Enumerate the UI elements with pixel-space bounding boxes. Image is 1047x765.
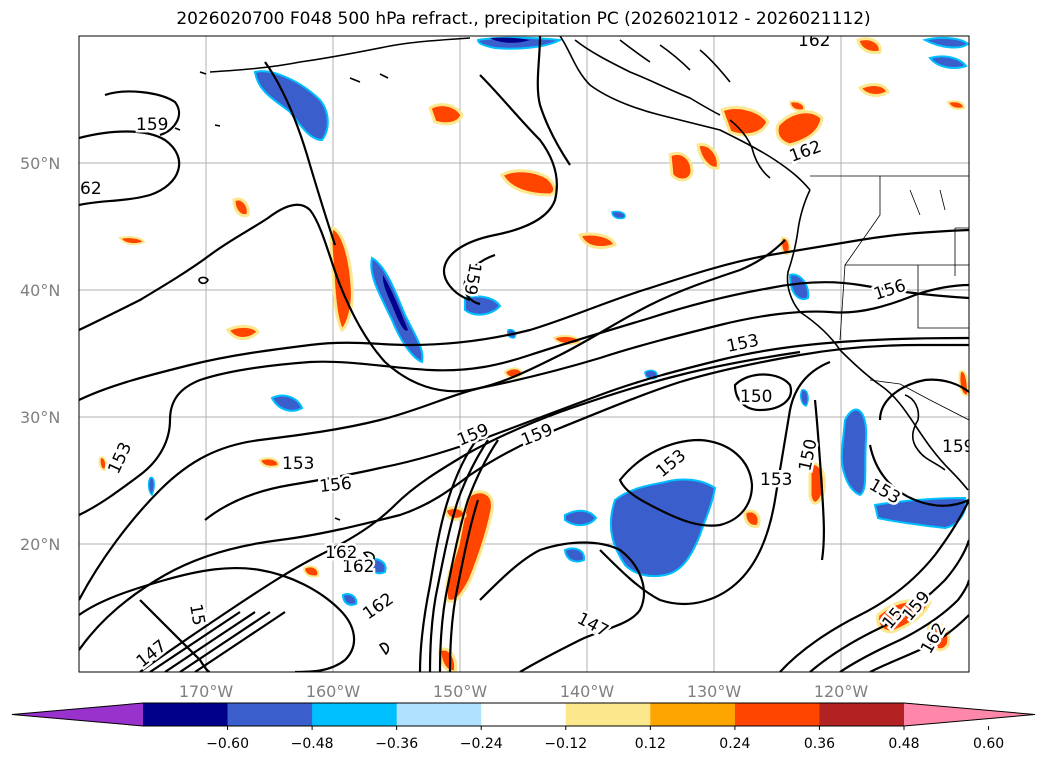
colorbar-segment <box>565 703 651 726</box>
colorbar-tick-label: 0.60 <box>973 736 1004 752</box>
map-frame <box>78 35 970 673</box>
contour-label: 159 <box>942 437 974 457</box>
lon-label: 120°W <box>814 682 869 701</box>
lon-label: 160°W <box>306 682 361 701</box>
lon-label: 130°W <box>687 682 742 701</box>
contour-label: 153 <box>760 470 792 490</box>
contour-label: 156 <box>318 474 352 497</box>
colorbar-tick-label: −0.48 <box>291 736 334 752</box>
lon-label: 170°W <box>179 682 234 701</box>
lat-label: 30°N <box>20 408 60 427</box>
colorbar-tick-label: −0.24 <box>460 736 503 752</box>
lat-label: 20°N <box>20 535 60 554</box>
colorbar-extend-low <box>12 703 143 726</box>
colorbar-tick-label: 0.12 <box>635 736 666 752</box>
colorbar-segment <box>734 703 820 726</box>
colorbar-segment <box>650 703 736 726</box>
colorbar-segment <box>227 703 313 726</box>
lon-label: 140°W <box>560 682 615 701</box>
colorbar-segment <box>481 703 567 726</box>
lon-label: 150°W <box>433 682 488 701</box>
colorbar: −0.60 −0.48 −0.36 −0.24 −0.12 0.12 0.24 0.36 0.4… <box>11 702 1036 752</box>
colorbar-segment <box>819 703 905 726</box>
contour-label: 159 <box>136 115 168 135</box>
colorbar-segment <box>312 703 398 726</box>
colorbar-tick-label: −0.12 <box>544 736 587 752</box>
colorbar-tick-label: −0.60 <box>206 736 249 752</box>
colorbar-segment <box>396 703 482 726</box>
colorbar-tick-label: 0.48 <box>888 736 919 752</box>
latitude-labels: 50°N 40°N 30°N 20°N <box>20 154 60 554</box>
contour-label: 62 <box>80 179 102 199</box>
contour-label: 153 <box>282 454 314 474</box>
longitude-labels: 170°W 160°W 150°W 140°W 130°W 120°W <box>179 682 869 701</box>
lat-label: 40°N <box>20 281 60 300</box>
contour-label: 162 <box>325 543 357 563</box>
contour-label: 162 <box>798 31 830 51</box>
contour-label: 150 <box>740 387 772 407</box>
lat-label: 50°N <box>20 154 60 173</box>
refractivity-contours <box>79 36 969 672</box>
colorbar-tick-label: −0.36 <box>375 736 418 752</box>
colorbar-tick-label: 0.24 <box>719 736 750 752</box>
contour-label: 15 <box>185 602 208 627</box>
colorbar-extend-high <box>904 703 1035 726</box>
coastlines <box>174 36 969 656</box>
colorbar-outline <box>11 702 1036 727</box>
colorbar-segment <box>143 703 229 726</box>
map-title: 2026020700 F048 500 hPa refract., precip… <box>176 9 871 29</box>
colorbar-tick-label: 0.36 <box>804 736 835 752</box>
map-area <box>79 36 969 672</box>
contour-label: 162 <box>342 557 374 577</box>
